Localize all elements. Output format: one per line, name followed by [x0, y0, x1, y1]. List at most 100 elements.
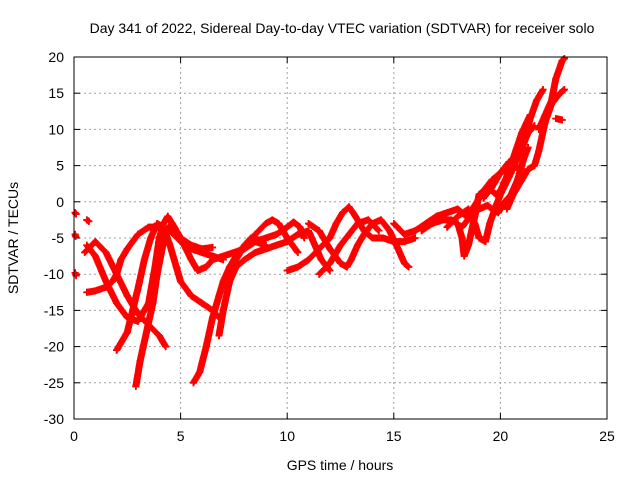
data-point — [443, 209, 451, 217]
data-point — [552, 115, 560, 123]
data-point — [241, 241, 249, 249]
data-point — [142, 328, 150, 336]
data-point — [102, 248, 110, 256]
data-point — [168, 220, 176, 228]
data-point — [296, 223, 304, 231]
data-point — [149, 299, 157, 307]
data-point — [134, 285, 142, 293]
data-point — [439, 216, 447, 224]
data-point — [541, 111, 549, 119]
data-point — [332, 248, 340, 256]
y-tick-label: -15 — [44, 302, 64, 318]
data-point — [134, 317, 142, 325]
data-point — [360, 230, 368, 238]
y-tick-label: -10 — [44, 266, 64, 282]
data-point — [390, 220, 398, 228]
data-point — [226, 277, 234, 285]
data-point — [145, 223, 153, 231]
data-point — [460, 252, 468, 260]
series-track-2 — [71, 230, 80, 241]
data-point — [134, 230, 142, 238]
data-point — [155, 332, 163, 340]
data-point — [202, 343, 210, 351]
data-point — [560, 54, 568, 62]
data-point — [326, 259, 334, 267]
series-track-15 — [315, 216, 383, 278]
data-point — [315, 270, 323, 278]
data-point — [454, 205, 462, 213]
data-point — [224, 270, 232, 278]
data-point — [548, 96, 556, 104]
data-point — [273, 230, 281, 238]
data-point — [187, 292, 195, 300]
data-point — [262, 220, 270, 228]
data-point — [484, 201, 492, 209]
data-point — [300, 234, 308, 242]
data-point — [488, 205, 496, 213]
data-marks — [71, 54, 568, 390]
data-point — [475, 205, 483, 213]
data-point — [305, 227, 313, 235]
data-point — [283, 238, 291, 246]
data-point — [177, 234, 185, 242]
data-point — [113, 270, 121, 278]
data-point — [187, 256, 195, 264]
x-tick-label: 25 — [599, 428, 615, 444]
data-point — [315, 245, 323, 253]
data-point — [251, 248, 259, 256]
data-point — [85, 217, 93, 225]
data-point — [332, 220, 340, 228]
y-axis-label: SDTVAR / TECUs — [5, 182, 21, 294]
data-point — [509, 191, 517, 199]
data-point — [411, 227, 419, 235]
data-point — [326, 245, 334, 253]
data-point — [202, 263, 210, 271]
data-point — [533, 96, 541, 104]
data-point — [215, 332, 223, 340]
data-point — [275, 220, 283, 228]
data-point — [524, 165, 532, 173]
data-point — [290, 218, 298, 226]
data-point — [535, 125, 543, 133]
data-point — [305, 256, 313, 264]
y-tick-label: -25 — [44, 375, 64, 391]
data-point — [556, 89, 564, 97]
data-point — [518, 176, 526, 184]
data-point — [458, 234, 466, 242]
x-axis-label: GPS time / hours — [287, 457, 394, 473]
data-point — [507, 169, 515, 177]
data-point — [219, 277, 227, 285]
data-point — [83, 241, 91, 249]
data-point — [428, 220, 436, 228]
data-point — [294, 263, 302, 271]
data-point — [157, 248, 165, 256]
data-point — [219, 252, 227, 260]
data-point — [241, 256, 249, 264]
data-point — [345, 203, 353, 211]
data-point — [458, 223, 466, 231]
data-point — [83, 288, 91, 296]
data-point — [268, 216, 276, 224]
x-tick-label: 0 — [70, 428, 78, 444]
data-point — [262, 245, 270, 253]
y-tick-label: 0 — [56, 194, 64, 210]
data-point — [117, 256, 125, 264]
data-point — [400, 230, 408, 238]
series-track-20 — [479, 86, 547, 202]
data-point — [283, 223, 291, 231]
data-point — [209, 256, 217, 264]
data-point — [405, 263, 413, 271]
data-point — [379, 234, 387, 242]
series-track-18 — [443, 122, 539, 246]
data-point — [560, 86, 568, 94]
data-point — [552, 75, 560, 83]
y-tick-label: 15 — [48, 85, 64, 101]
y-tick-label: -20 — [44, 339, 64, 355]
data-point — [283, 267, 291, 275]
data-point — [454, 212, 462, 220]
data-point — [345, 230, 353, 238]
data-point — [535, 147, 543, 155]
data-point — [337, 241, 344, 249]
data-point — [418, 227, 426, 235]
